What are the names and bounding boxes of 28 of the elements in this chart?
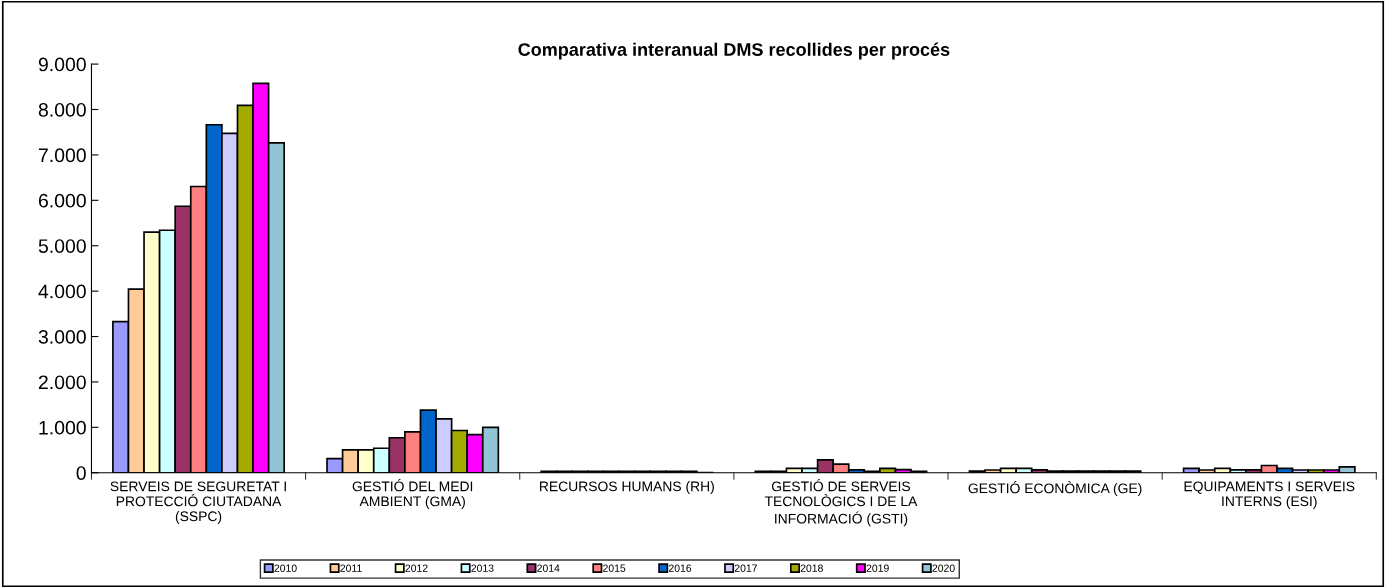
y-tick-label: 4.000 (38, 284, 86, 299)
x-tick-label: EQUIPAMENTS I SERVEIS INTERNS (ESI) (1184, 481, 1355, 509)
legend-label: 2020 (932, 564, 955, 572)
x-tick-label: RECURSOS HUMANS (RH) (539, 481, 714, 495)
legend-label: 2010 (274, 564, 297, 572)
y-tick-label: 0 (76, 466, 86, 480)
legend-label: 2012 (405, 564, 428, 572)
legend-label: 2013 (471, 564, 494, 572)
y-tick-label: 7.000 (38, 148, 86, 163)
y-tick-label: 2.000 (38, 375, 86, 390)
chart-title: Comparativa interanual DMS recollides per procés (518, 42, 950, 60)
y-tick-label: 9.000 (38, 57, 86, 72)
x-tick-label: SERVEIS DE SEGURETAT I PROTECCIÓ CIUTADANA (SSPC) (110, 481, 286, 524)
legend-label: 2019 (866, 564, 889, 572)
y-tick-label: 5.000 (38, 239, 86, 253)
legend-label: 2016 (668, 564, 692, 572)
legend-label: 2017 (734, 564, 757, 572)
x-tick-label: GESTIÓ ECONÒMICA (GE) (968, 481, 1142, 496)
y-tick-label: 3.000 (38, 330, 86, 344)
y-tick-label: 6.000 (38, 193, 86, 208)
y-tick-label: 8.000 (38, 102, 86, 117)
legend-label: 2014 (537, 564, 560, 572)
x-tick-label: GESTIÓ DE SERVEIS TECNOLÒGICS I DE LA INFORMACIÓ (GSTI) (764, 479, 918, 527)
legend-label: 2018 (800, 564, 823, 572)
x-tick-label: GESTIÓ DEL MEDI AMBIENT (GMA) (352, 479, 473, 509)
legend-label: 2011 (340, 564, 362, 572)
legend-label: 2015 (603, 564, 626, 572)
y-tick-label: 1.000 (39, 420, 86, 435)
